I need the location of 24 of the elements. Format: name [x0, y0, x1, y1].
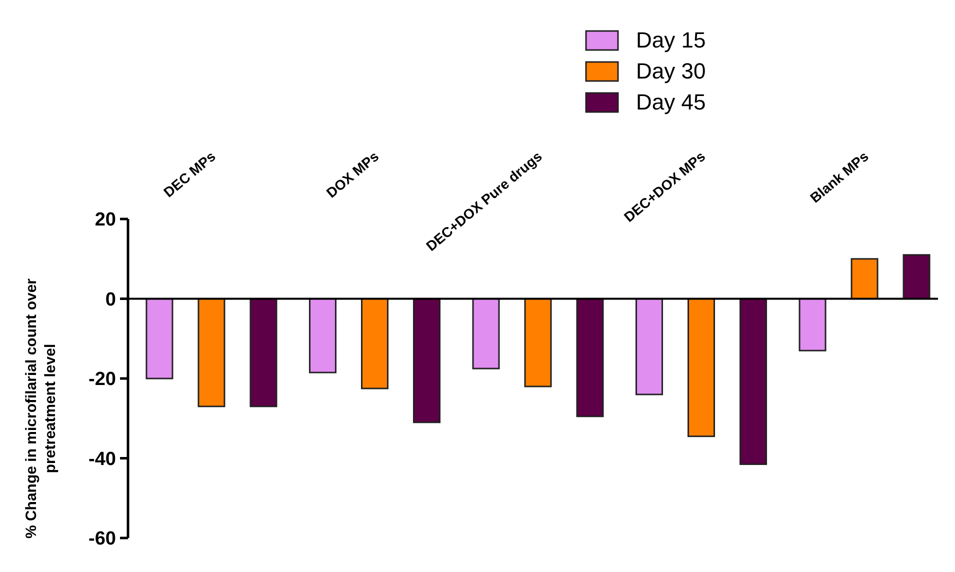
bar	[902, 254, 930, 300]
bar	[412, 298, 440, 424]
bar	[250, 298, 278, 408]
legend-label: Day 45	[636, 90, 706, 115]
bar	[472, 298, 500, 370]
y-tick-label: -60	[88, 528, 116, 550]
y-tick-label: 20	[94, 210, 116, 231]
bar	[798, 298, 826, 352]
bar	[524, 298, 552, 388]
y-tick-label: -40	[88, 448, 116, 470]
legend-label: Day 15	[636, 28, 706, 53]
y-tick-label: -20	[88, 369, 116, 390]
bar	[850, 258, 878, 300]
bar	[308, 298, 336, 374]
bar	[576, 298, 604, 418]
y-axis-title: % Change in microfilarial count over pretreatment level	[23, 278, 59, 539]
legend-label: Day 30	[636, 58, 706, 84]
bar	[636, 298, 664, 396]
bar	[740, 298, 768, 465]
bar	[198, 298, 226, 408]
y-tick-label: 0	[105, 289, 116, 310]
bar	[146, 298, 174, 380]
bar	[360, 298, 388, 390]
bar	[688, 298, 716, 438]
